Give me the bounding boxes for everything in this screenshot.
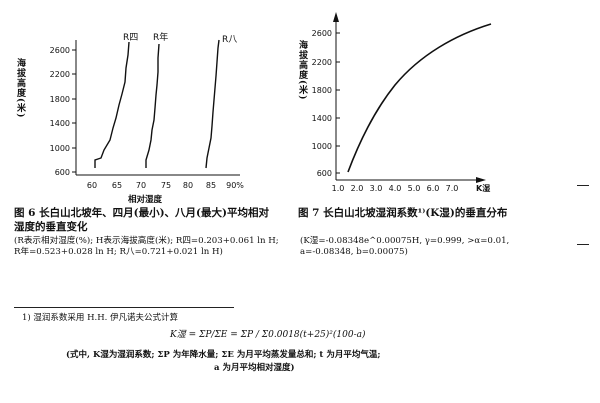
footnote-line3: a 为月平均相对湿度) [214, 363, 295, 373]
margin-mark [577, 185, 589, 186]
fig6-note: (R表示相对湿度(%); H表示海拔高度(米); R四=0.203+0.061 … [14, 236, 279, 257]
footnote-formula: K湿 = ΣP/ΣE = ΣP / Σ0.0018(t+25)²(100-a) [170, 330, 366, 340]
footnote-line2: (式中, K湿为湿润系数; ΣP 为年降水量; ΣE 为月平均蒸发量总和; t … [66, 350, 381, 360]
fig7-ytick: 1400 [312, 114, 332, 123]
fig7-xtick: 3.0 [370, 184, 383, 193]
fig7-x-arrow [476, 177, 486, 183]
fig6-curve-r-april [94, 41, 130, 168]
fig7-ytick: 1800 [312, 86, 332, 95]
fig7-xtick: 4.0 [389, 184, 402, 193]
fig6-xtick: 90% [226, 181, 244, 190]
fig7-x-ticks: 1.0 2.0 3.0 4.0 5.0 6.0 7.0 K湿 [332, 183, 491, 193]
fig6-curve-label: R八 [222, 35, 237, 45]
fig6-curve-r-august [205, 39, 220, 169]
fig6-y-ticks: 2600 2200 1800 1400 1000 600 [50, 46, 76, 177]
fig6-y-label: 海拔高度(米) [15, 58, 25, 119]
fig6-xtick: 75 [161, 181, 171, 190]
fig7-xtick: 6.0 [427, 184, 440, 193]
fig6-xtick: 65 [112, 181, 122, 190]
margin-mark [577, 244, 589, 245]
fig7-xtick: 1.0 [332, 184, 345, 193]
fig7-curve-k [347, 23, 492, 173]
fig6-caption: 图 6 长白山北坡年、四月(最小)、八月(最大)平均相对湿度的垂直变化 [14, 207, 269, 233]
fig7-ytick: 2200 [312, 58, 332, 67]
fig6-ytick: 2600 [50, 46, 70, 55]
fig6-xtick: 85 [206, 181, 216, 190]
fig7-y-label: 海拔高度(米) [297, 40, 307, 101]
fig7-y-ticks: 2600 2200 1800 1400 1000 600 [312, 29, 340, 178]
fig6-xtick: 60 [87, 181, 97, 190]
fig6-ytick: 600 [55, 168, 70, 177]
fig6-ytick: 2200 [50, 70, 70, 79]
fig7-caption: 图 7 长白山北坡湿润系数¹⁾(K湿)的垂直分布 [298, 207, 508, 219]
fig7-ytick: 2600 [312, 29, 332, 38]
fig6-ytick: 1800 [50, 95, 70, 104]
fig6-ytick: 1000 [50, 144, 70, 153]
fig7-xtick: 5.0 [408, 184, 421, 193]
footnote-line1: 1) 湿润系数采用 H.H. 伊凡诺夫公式计算 [22, 313, 179, 323]
fig6-x-ticks: 60 65 70 75 80 85 90% [87, 181, 244, 190]
fig7-xtick: 7.0 [446, 184, 459, 193]
fig6-xtick: 70 [136, 181, 146, 190]
fig6-curve-r-year [145, 43, 160, 168]
fig7-xtick: 2.0 [351, 184, 364, 193]
fig7-ytick: 1000 [312, 142, 332, 151]
fig7-ytick: 600 [317, 169, 332, 178]
fig6-curve-label: R四 [123, 33, 138, 43]
fig6-ytick: 1400 [50, 119, 70, 128]
fig6-curve-label: R年 [153, 31, 168, 43]
fig6-x-label: 相对湿度 [128, 194, 163, 205]
footnote-rule [14, 307, 234, 308]
fig7-x-label: K湿 [476, 183, 490, 193]
fig7-note: (K湿=-0.08348e^0.00075H, γ=0.999, >α=0.01… [300, 236, 510, 257]
fig7-y-arrow [333, 12, 339, 22]
fig6-xtick: 80 [183, 181, 193, 190]
